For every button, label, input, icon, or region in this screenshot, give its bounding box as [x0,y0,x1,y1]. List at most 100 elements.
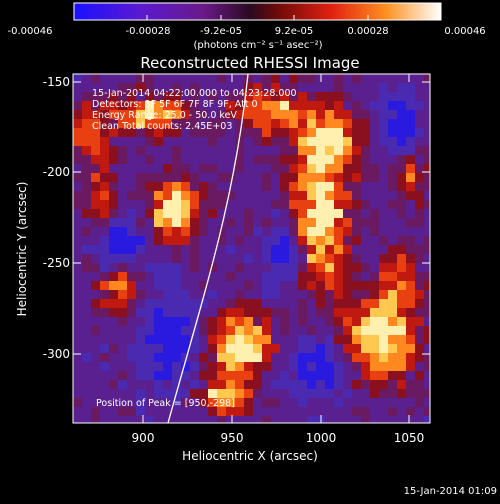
image-pixel [226,191,236,201]
image-pixel [289,182,299,192]
image-pixel [91,83,101,93]
image-pixel [100,380,110,390]
image-pixel [271,362,281,372]
image-pixel [289,299,299,309]
image-pixel [73,371,83,381]
image-pixel [388,362,398,372]
image-pixel [226,146,236,156]
image-pixel [136,299,146,309]
image-pixel [388,218,398,228]
image-pixel [127,236,137,246]
image-pixel [73,200,83,210]
image-pixel [325,254,335,264]
image-pixel [415,254,425,264]
image-pixel [118,353,128,363]
image-pixel [91,146,101,156]
image-pixel [235,263,245,273]
image-pixel [406,380,416,390]
image-pixel [145,191,155,201]
image-pixel [289,137,299,147]
image-pixel [118,362,128,372]
image-pixel [388,227,398,237]
image-pixel [316,407,326,417]
image-pixel [199,173,209,183]
image-pixel [298,362,308,372]
image-pixel [253,335,263,345]
footer-timestamp: 15-Jan-2014 01:09 [404,486,497,497]
image-pixel [361,317,371,327]
image-pixel [262,92,272,102]
image-pixel [397,74,407,84]
image-pixel [145,380,155,390]
image-pixel [325,272,335,282]
image-pixel [208,146,218,156]
image-pixel [325,209,335,219]
image-pixel [424,353,430,363]
image-pixel [145,281,155,291]
image-pixel [199,74,209,84]
image-pixel [289,227,299,237]
image-pixel [352,263,362,273]
image-pixel [154,92,164,102]
image-pixel [370,128,380,138]
image-pixel [334,308,344,318]
image-pixel [352,209,362,219]
image-pixel [397,398,407,408]
image-pixel [271,335,281,345]
image-pixel [253,254,263,264]
image-pixel [235,299,245,309]
image-pixel [73,353,83,363]
image-pixel [298,128,308,138]
image-pixel [163,335,173,345]
image-pixel [361,92,371,102]
image-pixel [118,317,128,327]
image-pixel [397,371,407,381]
image-pixel [163,155,173,165]
image-pixel [154,371,164,381]
image-pixel [163,128,173,138]
image-pixel [415,245,425,255]
image-pixel [163,83,173,93]
image-pixel [316,362,326,372]
image-pixel [109,191,119,201]
image-pixel [361,263,371,273]
image-pixel [127,389,137,399]
image-pixel [199,272,209,282]
image-pixel [109,101,119,111]
image-pixel [271,227,281,237]
image-pixel [316,164,326,174]
image-pixel [163,182,173,192]
image-pixel [280,209,290,219]
image-pixel [226,236,236,246]
image-pixel [82,398,92,408]
image-pixel [199,398,209,408]
image-pixel [379,326,389,336]
image-pixel [208,182,218,192]
image-pixel [109,173,119,183]
image-pixel [370,272,380,282]
image-pixel [415,272,425,282]
image-pixel [406,74,416,84]
image-pixel [244,227,254,237]
image-pixel [262,290,272,300]
image-pixel [190,290,200,300]
colorbar-tick-label: 0.00046 [444,26,485,37]
image-pixel [100,83,110,93]
image-pixel [262,407,272,417]
image-pixel [172,353,182,363]
image-pixel [190,353,200,363]
image-pixel [91,281,101,291]
image-pixel [244,281,254,291]
image-pixel [325,407,335,417]
image-pixel [109,182,119,192]
image-pixel [406,281,416,291]
image-pixel [226,200,236,210]
image-pixel [352,281,362,291]
image-pixel [307,200,317,210]
image-pixel [226,209,236,219]
image-pixel [280,128,290,138]
image-pixel [388,380,398,390]
image-pixel [208,263,218,273]
image-pixel [154,173,164,183]
image-pixel [190,299,200,309]
